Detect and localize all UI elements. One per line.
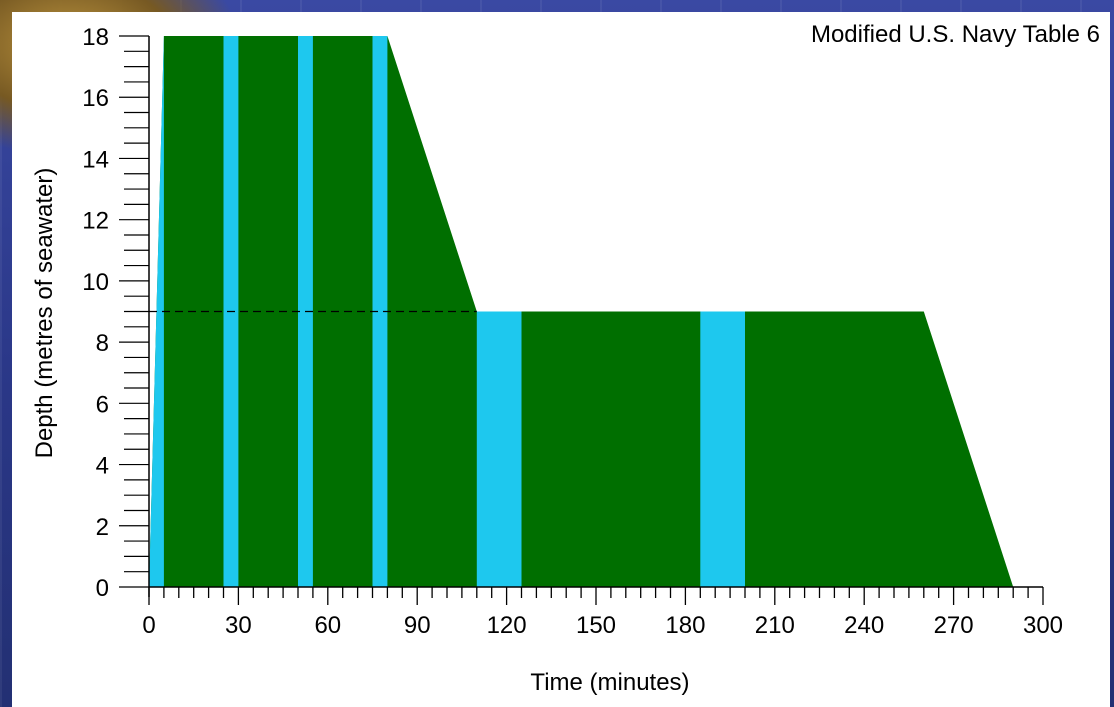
x-axis-title: Time (minutes)	[530, 669, 689, 696]
y-tick-label: 8	[96, 330, 109, 357]
air-break-band-6	[700, 36, 745, 587]
air-break-band-5	[476, 36, 522, 587]
axes: 0 30 60 90 120 150 180 210 240 270 300 0 2 4 6 8 10 12 14 1…	[82, 24, 1063, 639]
x-tick-label: 210	[755, 612, 795, 639]
x-tick-label: 240	[844, 612, 884, 639]
x-tick-label: 150	[576, 612, 616, 639]
y-tick-label: 10	[82, 269, 109, 296]
x-tick-label: 120	[487, 612, 527, 639]
y-tick-label: 18	[82, 24, 109, 51]
chart-title: Modified U.S. Navy Table 6	[811, 21, 1100, 48]
oxygen-profile-area	[149, 36, 1014, 587]
y-tick-label: 4	[96, 453, 109, 480]
y-tick-label: 16	[82, 85, 109, 112]
y-tick-label: 12	[82, 208, 109, 235]
y-axis-title: Depth (metres of seawater)	[31, 168, 58, 459]
x-tick-label: 90	[404, 612, 431, 639]
x-tick-label: 60	[314, 612, 341, 639]
x-tick-label: 0	[142, 612, 155, 639]
x-tick-label: 300	[1023, 612, 1063, 639]
x-tick-label: 30	[225, 612, 252, 639]
x-tick-label: 270	[934, 612, 974, 639]
y-tick-label: 0	[96, 575, 109, 602]
x-tick-label: 180	[665, 612, 705, 639]
y-tick-label: 14	[82, 146, 109, 173]
plot-area	[149, 36, 1014, 587]
y-tick-label: 6	[96, 391, 109, 418]
y-tick-label: 2	[96, 514, 109, 541]
air-break-band-4	[372, 36, 388, 587]
